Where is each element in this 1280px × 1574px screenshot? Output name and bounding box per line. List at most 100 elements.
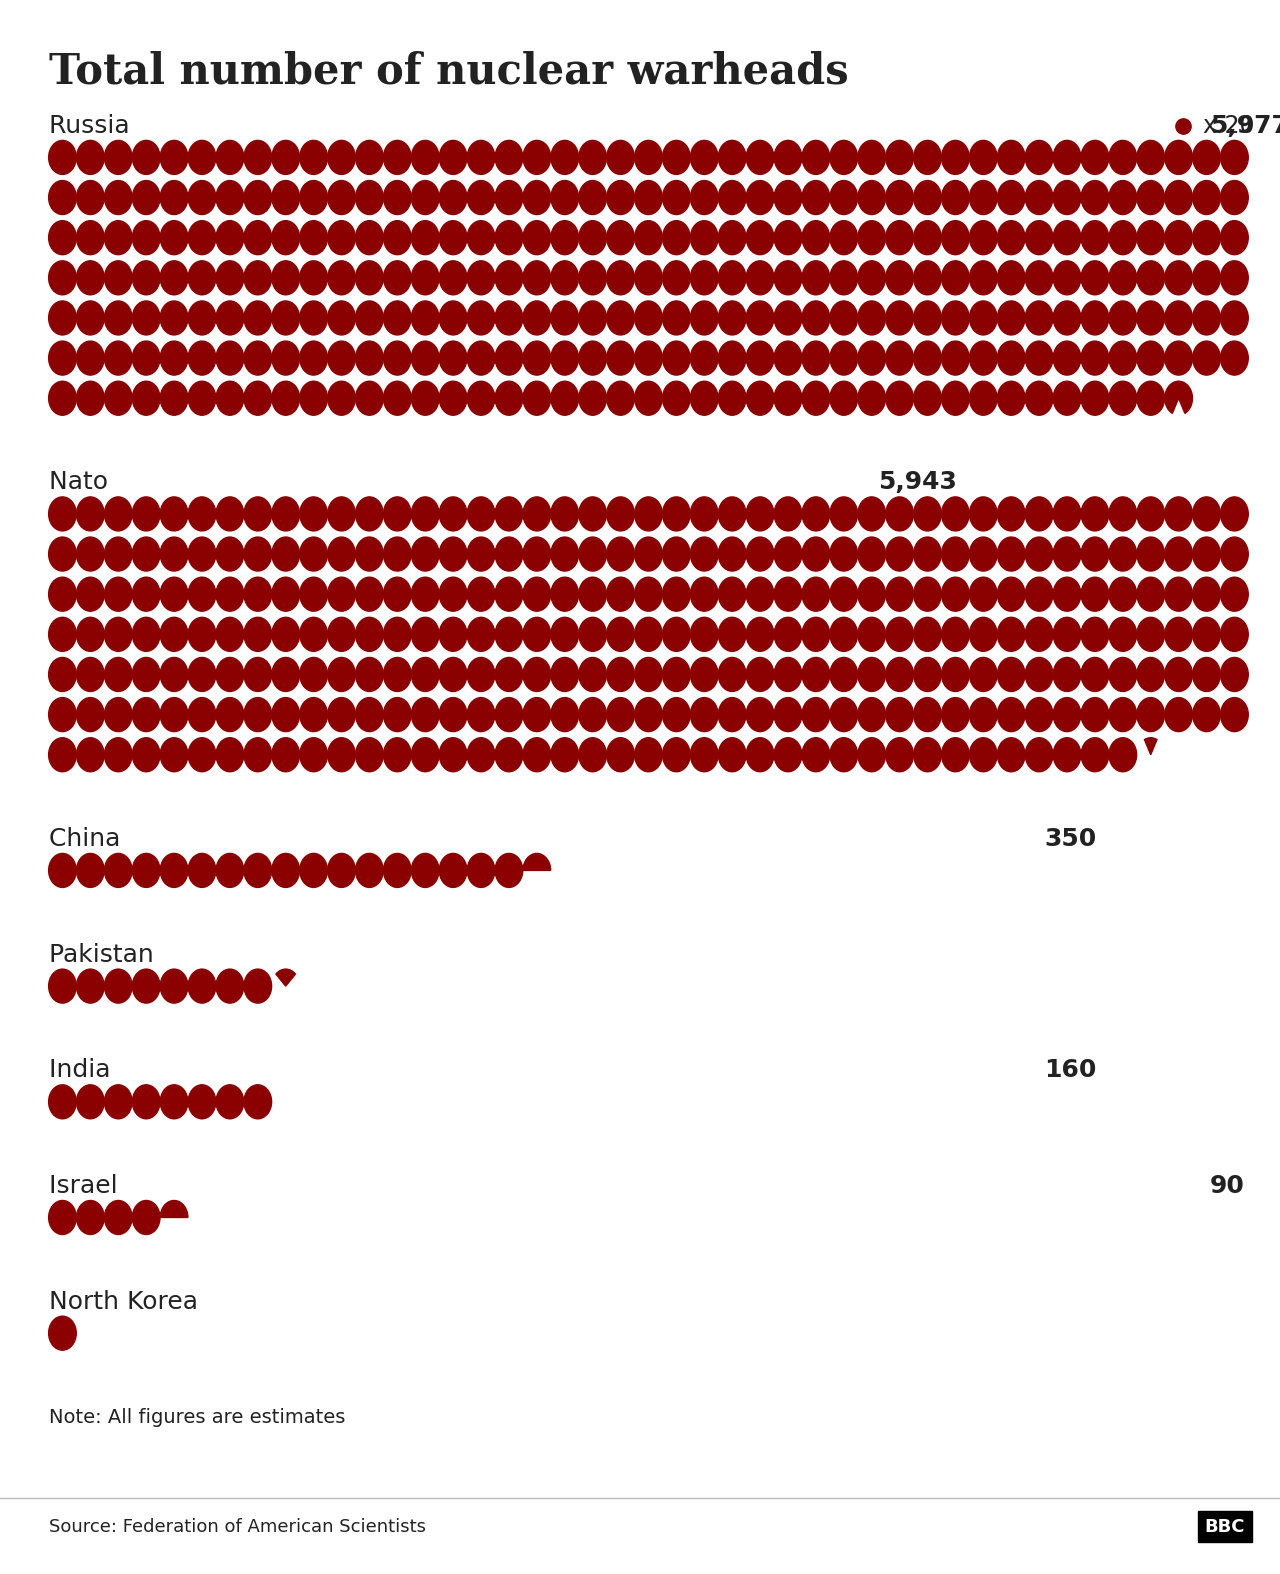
Circle shape: [467, 537, 495, 571]
Circle shape: [1082, 220, 1108, 255]
Circle shape: [858, 497, 886, 530]
Wedge shape: [524, 853, 550, 870]
Circle shape: [411, 658, 439, 691]
Circle shape: [524, 140, 550, 175]
Circle shape: [300, 181, 328, 214]
Circle shape: [244, 617, 271, 652]
Circle shape: [524, 381, 550, 416]
Circle shape: [77, 658, 104, 691]
Circle shape: [105, 140, 132, 175]
Circle shape: [439, 697, 467, 732]
Circle shape: [690, 658, 718, 691]
Circle shape: [300, 381, 328, 416]
Circle shape: [663, 738, 690, 771]
Circle shape: [969, 181, 997, 214]
Text: Source: Federation of American Scientists: Source: Federation of American Scientist…: [49, 1517, 426, 1536]
Circle shape: [105, 537, 132, 571]
Circle shape: [188, 658, 216, 691]
Circle shape: [607, 697, 635, 732]
Circle shape: [467, 220, 495, 255]
Circle shape: [188, 537, 216, 571]
Circle shape: [550, 261, 579, 294]
Circle shape: [300, 617, 328, 652]
Circle shape: [328, 697, 356, 732]
Circle shape: [1025, 617, 1053, 652]
Circle shape: [1193, 658, 1220, 691]
Circle shape: [663, 658, 690, 691]
Circle shape: [1108, 261, 1137, 294]
Circle shape: [635, 738, 662, 771]
Circle shape: [607, 497, 635, 530]
Circle shape: [188, 301, 216, 335]
Circle shape: [550, 738, 579, 771]
Circle shape: [328, 578, 356, 611]
Circle shape: [886, 738, 914, 771]
Circle shape: [1053, 738, 1080, 771]
Circle shape: [439, 381, 467, 416]
Circle shape: [803, 697, 829, 732]
Circle shape: [77, 617, 104, 652]
Circle shape: [244, 970, 271, 1003]
Circle shape: [969, 578, 997, 611]
Circle shape: [77, 970, 104, 1003]
Text: Nato: Nato: [49, 471, 115, 494]
Circle shape: [1053, 181, 1080, 214]
Circle shape: [300, 220, 328, 255]
Circle shape: [356, 181, 383, 214]
Circle shape: [1221, 578, 1248, 611]
Text: Pakistan: Pakistan: [49, 943, 161, 966]
Circle shape: [77, 578, 104, 611]
Circle shape: [969, 497, 997, 530]
Circle shape: [718, 738, 746, 771]
Circle shape: [1221, 181, 1248, 214]
Circle shape: [1108, 738, 1137, 771]
Circle shape: [77, 853, 104, 888]
Circle shape: [160, 140, 188, 175]
Circle shape: [132, 970, 160, 1003]
Circle shape: [384, 853, 411, 888]
Circle shape: [635, 342, 662, 375]
Circle shape: [300, 697, 328, 732]
Circle shape: [384, 578, 411, 611]
Circle shape: [969, 261, 997, 294]
Circle shape: [1025, 381, 1053, 416]
Circle shape: [467, 853, 495, 888]
Circle shape: [886, 220, 914, 255]
Circle shape: [690, 140, 718, 175]
Circle shape: [105, 381, 132, 416]
Circle shape: [132, 381, 160, 416]
Text: India: India: [49, 1058, 118, 1083]
Circle shape: [271, 578, 300, 611]
Circle shape: [1193, 537, 1220, 571]
Circle shape: [188, 970, 216, 1003]
Circle shape: [1108, 578, 1137, 611]
Circle shape: [384, 140, 411, 175]
Circle shape: [356, 342, 383, 375]
Circle shape: [216, 497, 243, 530]
Circle shape: [384, 537, 411, 571]
Circle shape: [774, 738, 801, 771]
Wedge shape: [1144, 738, 1157, 754]
Circle shape: [49, 697, 77, 732]
Circle shape: [969, 697, 997, 732]
Circle shape: [886, 140, 914, 175]
Text: 5,977: 5,977: [1210, 113, 1280, 139]
Circle shape: [160, 658, 188, 691]
Circle shape: [105, 181, 132, 214]
Circle shape: [746, 342, 774, 375]
Circle shape: [550, 301, 579, 335]
Circle shape: [858, 301, 886, 335]
Circle shape: [216, 220, 243, 255]
Circle shape: [1082, 140, 1108, 175]
Circle shape: [829, 697, 858, 732]
Circle shape: [356, 220, 383, 255]
Circle shape: [49, 1316, 77, 1350]
Circle shape: [244, 1084, 271, 1119]
Circle shape: [216, 658, 243, 691]
Circle shape: [663, 497, 690, 530]
Circle shape: [886, 342, 914, 375]
Circle shape: [160, 261, 188, 294]
Circle shape: [356, 578, 383, 611]
Circle shape: [244, 578, 271, 611]
Circle shape: [1082, 381, 1108, 416]
